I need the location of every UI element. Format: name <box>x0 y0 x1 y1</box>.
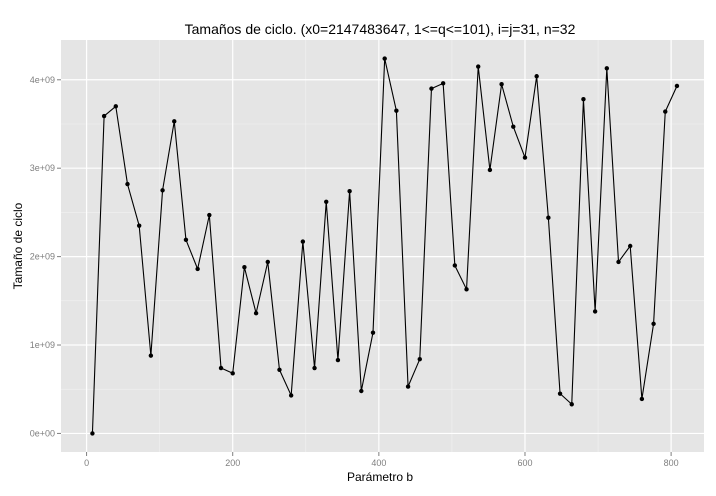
y-tick-label: 3e+09 <box>30 163 55 173</box>
data-point <box>487 167 493 173</box>
data-point <box>569 402 574 407</box>
data-point <box>324 199 329 204</box>
data-point <box>265 259 270 265</box>
data-point <box>230 371 235 376</box>
data-point <box>172 119 177 124</box>
data-point <box>628 243 633 249</box>
data-point <box>90 431 95 436</box>
data-point <box>370 330 376 335</box>
data-point <box>277 367 282 372</box>
major-gridlines <box>61 40 704 452</box>
y-axis-label: Tamaño de ciclo <box>11 202 25 289</box>
data-point <box>604 66 610 71</box>
data-point <box>125 181 130 187</box>
data-point <box>639 396 645 402</box>
x-axis-ticks: 0 200 400 600 800 <box>84 452 679 468</box>
data-point <box>546 215 551 220</box>
chart-title: Tamaños de ciclo. (x0=2147483647, 1<=q<=… <box>185 21 576 37</box>
data-point <box>476 64 481 69</box>
data-point <box>651 321 656 327</box>
data-point <box>183 237 189 243</box>
data-point <box>242 265 247 270</box>
x-tick-label: 600 <box>517 458 532 468</box>
data-point <box>663 109 668 114</box>
data-point <box>557 391 563 396</box>
y-tick-label: 2e+09 <box>30 252 55 262</box>
x-tick-label: 0 <box>84 458 89 468</box>
data-point <box>674 83 680 89</box>
data-point <box>581 97 586 102</box>
data-point <box>300 239 306 244</box>
data-point <box>452 263 458 268</box>
data-point <box>195 266 200 272</box>
y-axis-ticks: 0e+00 1e+09 2e+09 3e+09 4e+09 <box>30 75 61 438</box>
x-tick-label: 800 <box>664 458 679 468</box>
data-point <box>417 356 422 362</box>
minor-gridlines <box>61 40 704 452</box>
data-point <box>136 223 142 228</box>
y-tick-label: 0e+00 <box>30 428 55 438</box>
data-point <box>592 309 598 314</box>
data-point <box>347 188 352 194</box>
x-axis-label: Parámetro b <box>347 470 413 484</box>
data-point <box>429 86 434 91</box>
data-point <box>113 104 119 109</box>
data-point <box>499 82 504 87</box>
data-point <box>335 357 341 363</box>
data-point <box>511 124 516 129</box>
data-point <box>101 113 107 119</box>
data-point <box>440 81 446 86</box>
data-point <box>616 259 621 265</box>
data-point <box>534 74 539 79</box>
x-tick-label: 200 <box>225 458 240 468</box>
data-point <box>382 56 387 61</box>
data-point <box>160 188 165 193</box>
data-points <box>90 56 680 436</box>
data-point <box>207 212 212 218</box>
data-point <box>394 108 399 113</box>
data-point <box>312 365 317 371</box>
y-tick-label: 1e+09 <box>30 340 55 350</box>
data-point <box>405 384 411 389</box>
y-tick-label: 4e+09 <box>30 75 55 85</box>
data-point <box>359 388 364 394</box>
x-tick-label: 400 <box>371 458 386 468</box>
data-point <box>464 287 469 292</box>
data-point <box>148 353 154 358</box>
data-point <box>522 155 528 160</box>
data-point <box>253 310 259 316</box>
data-point <box>288 393 294 398</box>
data-point <box>218 365 224 371</box>
